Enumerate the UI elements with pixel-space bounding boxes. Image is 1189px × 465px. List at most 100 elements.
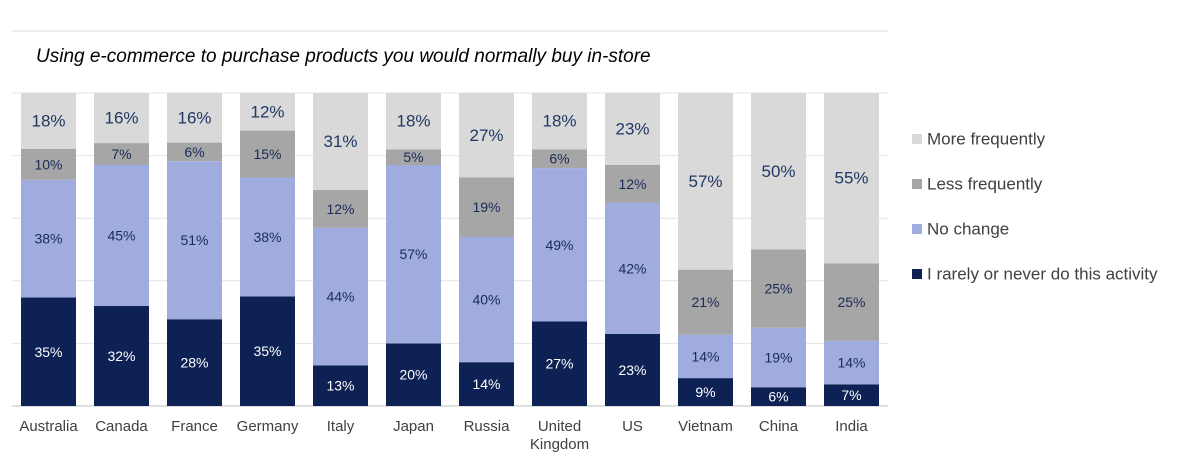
legend-swatch [912,134,922,144]
data-label: 19% [764,349,792,365]
data-label: 25% [764,281,792,297]
data-label: 14% [837,355,865,371]
data-label: 23% [618,362,646,378]
bar-segment [94,93,149,144]
bar-segment [21,179,76,298]
x-tick-label: Vietnam [678,418,733,435]
legend-label: I rarely or never do this activity [927,265,1158,284]
data-label: 12% [250,102,284,121]
data-label: 18% [542,112,576,131]
bar-segment [751,327,806,388]
legend: More frequently Less frequently No change I… [912,130,1158,284]
data-label: 28% [180,355,208,371]
bar-segment [751,93,806,250]
data-label: 57% [688,172,722,191]
data-label: 16% [177,108,211,127]
data-label: 5% [403,149,423,165]
data-label: 35% [34,344,62,360]
bar-segment [386,164,441,344]
x-tick-label: Canada [95,418,148,435]
bar-segment [532,93,587,150]
bar-segment [167,93,222,143]
bar-segment [824,340,879,385]
legend-label: More frequently [927,130,1046,149]
x-tick-label: Japan [393,418,434,435]
bar-segment [386,149,441,165]
data-label: 44% [326,288,354,304]
data-label: 49% [545,237,573,253]
bar-segment [21,297,76,406]
data-label: 10% [34,156,62,172]
x-tick-label: United [538,418,581,435]
bar-segment [678,269,733,335]
data-label: 51% [180,232,208,248]
data-label: 31% [323,132,357,151]
legend-label: Less frequently [927,175,1043,194]
data-label: 38% [34,231,62,247]
bar-segment [459,93,514,178]
chart-title: Using e-commerce to purchase products yo… [36,46,651,67]
data-label: 6% [549,151,569,167]
data-label: 19% [472,199,500,215]
bar-segment [605,202,660,335]
data-label: 14% [472,376,500,392]
bar-segment [459,177,514,237]
bar-segment [167,319,222,406]
bar-segment [240,130,295,178]
data-label: 21% [691,294,719,310]
data-label: 25% [837,294,865,310]
data-label: 18% [396,112,430,131]
data-label: 6% [768,389,788,405]
gridlines [12,92,888,407]
data-label: 27% [545,356,573,372]
bar-segment [459,362,514,406]
bar-segment [678,334,733,379]
bar-segment [532,149,587,169]
x-tick-label: Germany [237,418,299,435]
legend-swatch [912,224,922,234]
x-tick-label: China [759,418,799,435]
data-label: 18% [31,111,65,130]
x-tick-label: Kingdom [530,436,589,453]
bar-segment [751,387,806,406]
data-label: 7% [841,387,861,403]
bar-segment [21,93,76,149]
bar-segment [605,93,660,165]
bar-segment [678,93,733,270]
data-label: 42% [618,260,646,276]
x-tick-label: Australia [19,418,78,435]
legend-label: No change [927,220,1009,239]
bar-segment [824,384,879,406]
bar-segment [94,143,149,165]
data-label: 35% [253,343,281,359]
bar-segment [751,249,806,328]
bar-segment [240,296,295,406]
data-label: 57% [399,246,427,262]
data-label: 6% [184,144,204,160]
data-label: 13% [326,378,354,394]
x-tick-label: Italy [327,418,355,435]
data-label: 12% [618,176,646,192]
data-label: 15% [253,146,281,162]
data-label: 38% [253,229,281,245]
legend-swatch [912,179,922,189]
data-label: 40% [472,292,500,308]
data-label: 20% [399,367,427,383]
data-labels: 35% 38% 10% 18% 32% 45% 7% 16% 28% 51% 6% 16% 35% 38%… [31,102,868,404]
bar-segment [21,148,76,180]
x-axis-tick-labels: Australia Canada France Germany Italy Japan Ru… [19,418,868,453]
bar-segment [313,190,368,228]
bar-segment [386,93,441,150]
bar-segment [532,321,587,406]
bar-segment [167,142,222,162]
data-label: 9% [695,384,715,400]
bar-segment [605,334,660,406]
data-label: 7% [111,146,131,162]
legend-swatch [912,269,922,279]
bar-segment [167,161,222,320]
bar-segment [678,378,733,406]
x-tick-label: India [835,418,868,435]
bar-segment [459,236,514,363]
bar-segment [605,164,660,203]
